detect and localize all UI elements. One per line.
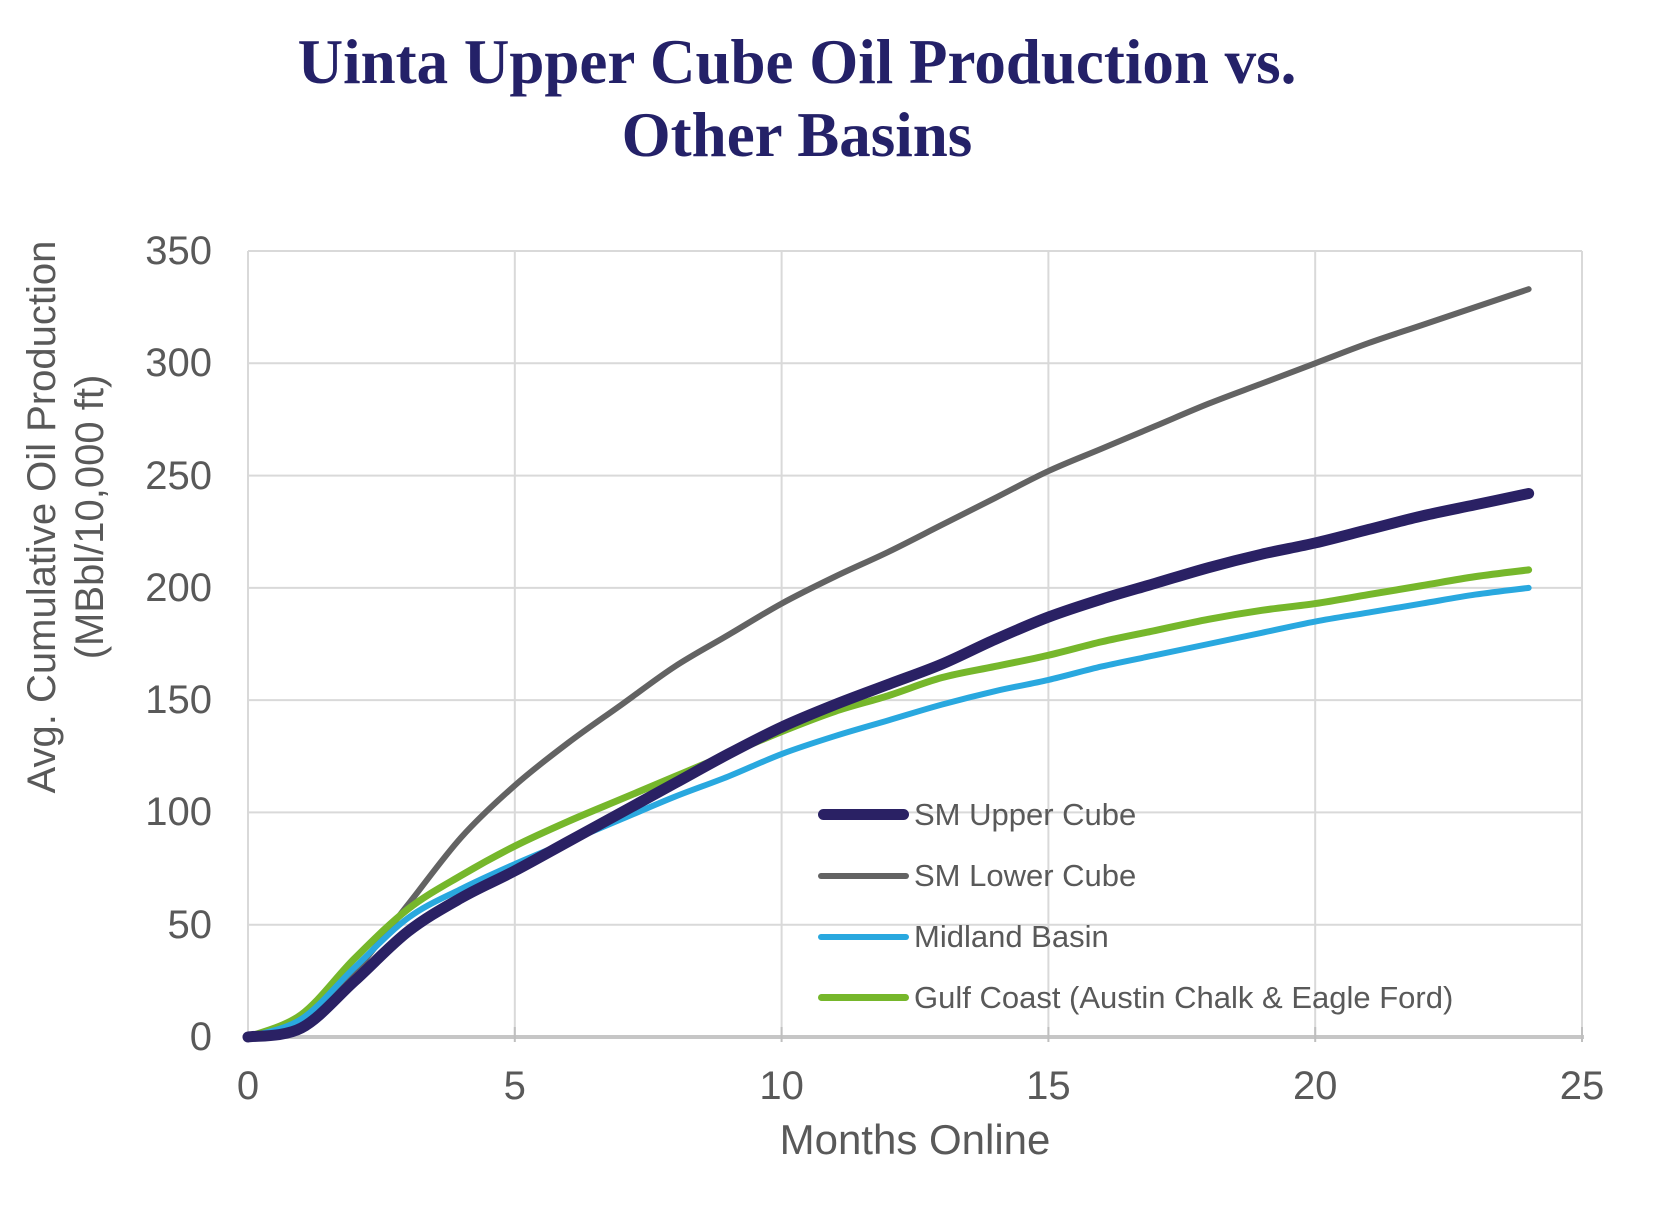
y-tick-label: 150 — [145, 678, 212, 723]
x-tick-label: 20 — [1292, 1064, 1338, 1108]
legend-swatch — [818, 933, 909, 940]
legend-swatch — [818, 809, 909, 820]
legend-item: SM Upper Cube — [818, 784, 1453, 845]
legend-item: Gulf Coast (Austin Chalk & Eagle Ford) — [818, 967, 1453, 1028]
chart-title-line-2: Other Basins — [621, 100, 973, 171]
legend-item: Midland Basin — [818, 906, 1453, 967]
x-tick-label: 0 — [236, 1064, 260, 1108]
x-axis-title: Months Online — [779, 1116, 1051, 1163]
legend-swatch — [818, 994, 909, 1001]
y-tick-label: 350 — [145, 229, 212, 273]
legend-label: SM Upper Cube — [914, 796, 1137, 832]
x-tick-label: 15 — [1026, 1064, 1071, 1108]
legend-swatch — [818, 872, 909, 879]
series-line-sm-lower-cube — [245, 286, 1532, 1040]
series-line-midland-basin — [245, 584, 1532, 1040]
y-tick-label: 0 — [189, 1015, 212, 1059]
legend-label: Gulf Coast (Austin Chalk & Eagle Ford) — [914, 979, 1454, 1015]
x-tick-label: 5 — [503, 1064, 526, 1108]
chart-title: Uinta Upper Cube Oil Production vs. Othe… — [0, 26, 1594, 172]
y-tick-label: 200 — [145, 565, 212, 610]
series-line-gulf-coast-austin-chalk-eagle-ford- — [244, 566, 1533, 1041]
y-tick-label: 300 — [145, 341, 212, 386]
legend: SM Upper Cube SM Lower Cube Midland Basin G… — [818, 784, 1453, 1028]
y-tick-label: 100 — [145, 790, 212, 835]
x-tick-label: 10 — [759, 1064, 804, 1108]
series-line-sm-upper-cube — [242, 488, 1535, 1043]
legend-label: SM Lower Cube — [914, 857, 1137, 893]
y-tick-label: 250 — [145, 453, 212, 498]
chart-title-line-1: Uinta Upper Cube Oil Production vs. — [297, 27, 1297, 97]
plot-area — [242, 250, 1584, 1043]
x-tick-label: 25 — [1559, 1064, 1605, 1108]
legend-item: SM Lower Cube — [818, 845, 1453, 906]
y-tick-label: 50 — [167, 902, 213, 947]
legend-label: Midland Basin — [914, 918, 1109, 954]
